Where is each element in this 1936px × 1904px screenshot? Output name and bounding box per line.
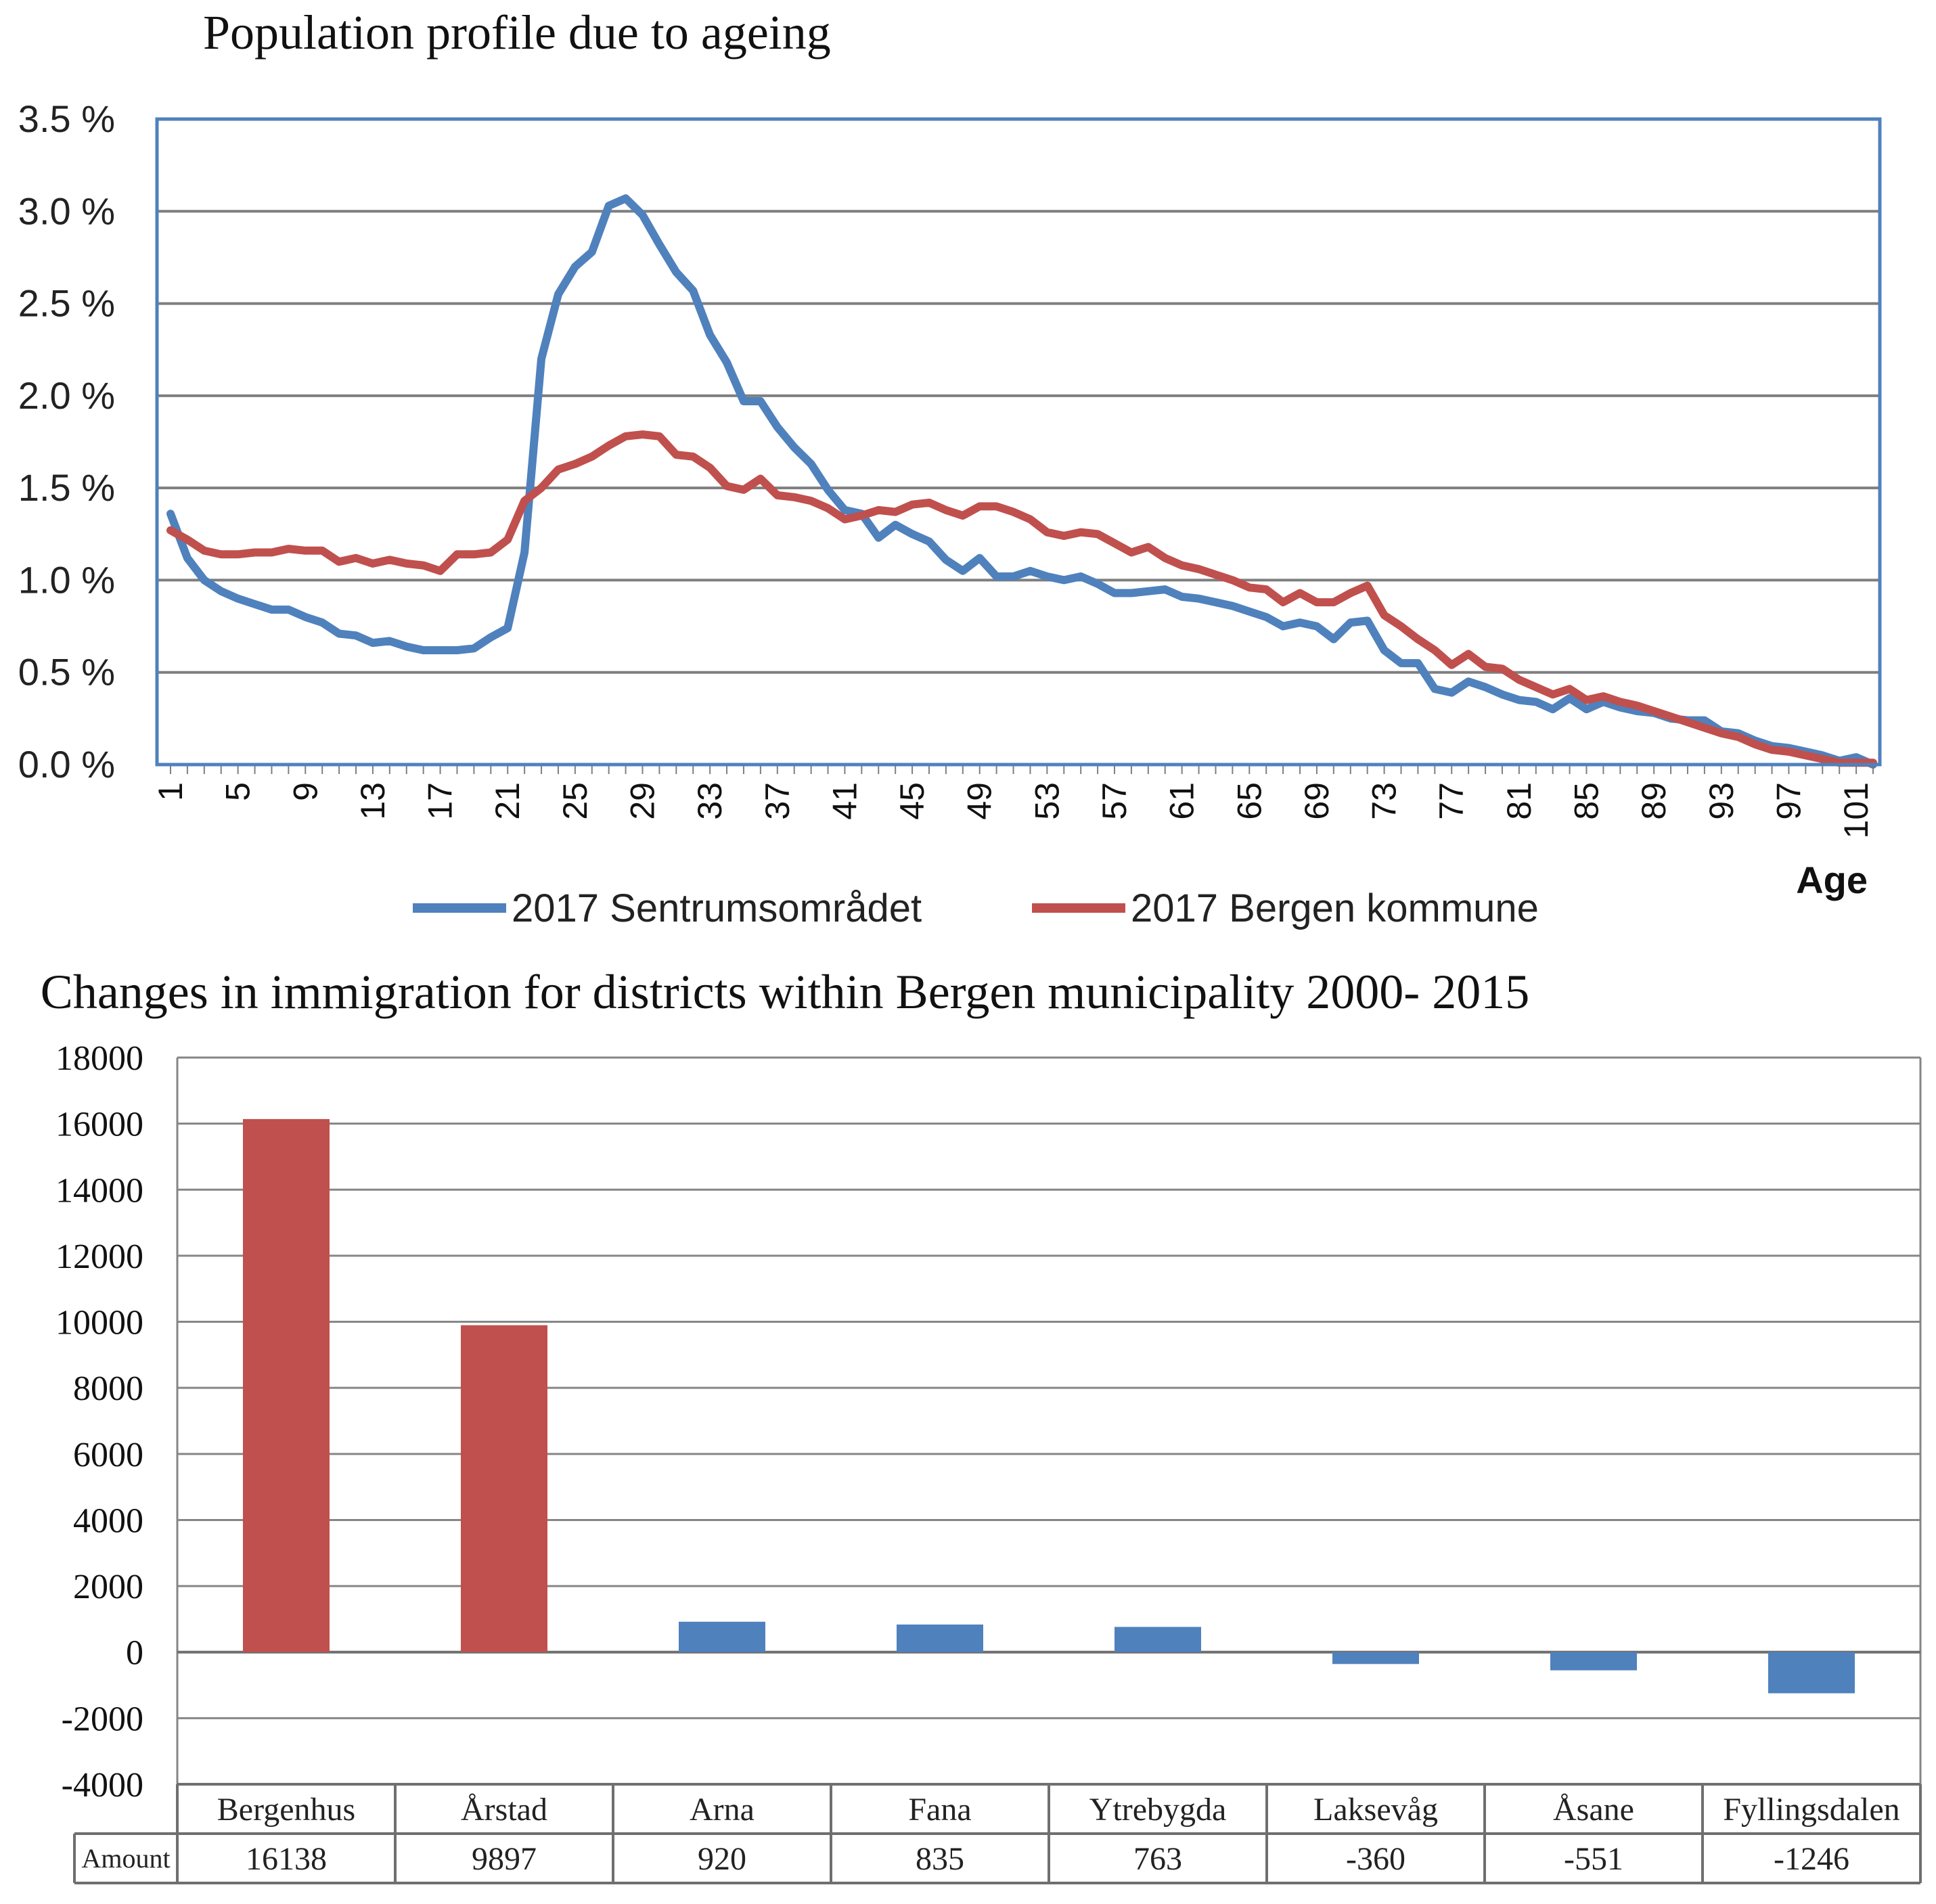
bottom-grid xyxy=(176,1056,1922,1786)
top-plot-frame xyxy=(155,117,1882,767)
data-table: Amount Bergenhus 16138 Årstad 9897 Arna 920 Fan… xyxy=(73,1783,1922,1884)
top-x-tick-label: 1 xyxy=(152,782,189,801)
series-line-sentrumsomradet xyxy=(166,194,1877,769)
top-x-tick-label: 69 xyxy=(1298,782,1336,820)
bottom-y-tick-label: 10000 xyxy=(55,1304,143,1342)
top-x-tick-label: 77 xyxy=(1433,782,1470,820)
top-x-tick-label: 37 xyxy=(759,782,796,820)
table-value: 16138 xyxy=(246,1841,327,1877)
top-x-tick-label: 85 xyxy=(1568,782,1606,820)
table-value: 835 xyxy=(916,1841,964,1877)
top-x-tick-label: 33 xyxy=(691,782,729,820)
top-x-tick-label: 17 xyxy=(422,782,459,820)
table-category-label: Arna xyxy=(690,1792,755,1828)
table-value: 920 xyxy=(698,1841,746,1877)
top-x-tick-label: 13 xyxy=(354,782,392,820)
bottom-y-tick-label: 4000 xyxy=(73,1501,143,1540)
top-y-axis-ticks: 0.0 % 0.5 % 1.0 % 1.5 % 2.0 % 2.5 % 3.0 % 3.5 % xyxy=(18,97,115,786)
top-x-tick-label: 9 xyxy=(286,782,324,801)
population-profile-title: Population profile due to ageing xyxy=(203,5,831,60)
x-axis-label: Age xyxy=(1796,859,1868,901)
table-value: -1246 xyxy=(1774,1841,1849,1877)
top-x-tick-label: 61 xyxy=(1163,782,1201,820)
table-value: 763 xyxy=(1133,1841,1182,1877)
bar-laksevåg xyxy=(1332,1652,1419,1664)
table-category-label: Fana xyxy=(908,1792,971,1828)
table-category-label: Årstad xyxy=(461,1792,547,1828)
top-x-tick-label: 89 xyxy=(1635,782,1673,820)
bottom-y-tick-label: 14000 xyxy=(55,1171,143,1210)
bar-bergenhus xyxy=(243,1118,330,1652)
top-y-tick-label: 1.5 % xyxy=(18,466,115,509)
bottom-bars xyxy=(243,1118,1855,1694)
legend: 2017 Sentrumsområdet 2017 Bergen kommune xyxy=(413,886,1539,930)
top-x-tick-label: 81 xyxy=(1500,782,1538,820)
top-y-tick-label: 1.0 % xyxy=(18,558,115,601)
top-y-tick-label: 3.0 % xyxy=(18,189,115,232)
top-series-lines xyxy=(166,194,1877,769)
top-x-tick-label: 21 xyxy=(489,782,526,820)
top-x-tick-label: 29 xyxy=(624,782,662,820)
top-x-tick-label: 101 xyxy=(1837,782,1875,838)
bottom-y-axis-ticks: -4000 -2000 0 2000 4000 6000 8000 10000 12000 140… xyxy=(55,1039,143,1805)
top-x-tick-label: 73 xyxy=(1366,782,1403,820)
top-x-tick-label: 49 xyxy=(961,782,999,820)
bottom-y-tick-label: 16000 xyxy=(55,1106,143,1144)
bar-ytrebygda xyxy=(1115,1627,1201,1652)
table-value: 9897 xyxy=(472,1841,537,1877)
top-x-tick-label: 53 xyxy=(1028,782,1066,820)
immigration-bar-chart: Changes in immigration for districts wit… xyxy=(41,965,1922,1884)
bottom-y-tick-label: 18000 xyxy=(55,1039,143,1078)
top-x-tick-label: 57 xyxy=(1096,782,1133,820)
table-category-label: Åsane xyxy=(1553,1792,1634,1828)
top-x-tick-label: 25 xyxy=(556,782,594,820)
top-x-tick-label: 41 xyxy=(826,782,863,820)
top-grid xyxy=(157,118,1880,766)
series-line-bergen-kommune xyxy=(166,430,1877,767)
top-x-axis-ticks: 1 5 9 13 17 21 25 29 33 37 41 45 49 53 57 61 65 69 73 77 81 8… xyxy=(152,765,1875,838)
bar-arna xyxy=(679,1621,765,1652)
top-y-tick-label: 0.0 % xyxy=(18,743,115,786)
top-x-tick-label: 93 xyxy=(1703,782,1740,820)
top-x-tick-label: 45 xyxy=(893,782,931,820)
immigration-chart-title: Changes in immigration for districts wit… xyxy=(41,965,1529,1019)
table-category-label: Laksevåg xyxy=(1313,1792,1438,1828)
population-profile-chart: Population profile due to ageing 0.0 %0.… xyxy=(18,5,1882,930)
bottom-y-tick-label: 6000 xyxy=(73,1436,143,1474)
top-x-tick-label: 65 xyxy=(1230,782,1268,820)
top-y-tick-label: 2.0 % xyxy=(18,374,115,417)
table-value: -360 xyxy=(1346,1841,1405,1877)
bar-åsane xyxy=(1550,1652,1637,1671)
table-row-label: Amount xyxy=(81,1843,170,1874)
bottom-y-tick-label: 2000 xyxy=(73,1568,143,1606)
bottom-y-tick-label: 12000 xyxy=(55,1238,143,1276)
top-x-tick-label: 97 xyxy=(1770,782,1807,820)
top-y-tick-label: 3.5 % xyxy=(18,97,115,140)
bottom-y-tick-label: -2000 xyxy=(62,1700,143,1738)
table-category-label: Fyllingsdalen xyxy=(1723,1792,1899,1828)
table-value: -551 xyxy=(1564,1841,1623,1877)
table-category-label: Bergenhus xyxy=(217,1792,355,1828)
top-y-tick-label: 0.5 % xyxy=(18,651,115,694)
top-x-tick-label: 5 xyxy=(219,782,257,801)
table-category-label: Ytrebygda xyxy=(1089,1792,1227,1828)
bottom-y-tick-label: -4000 xyxy=(62,1766,143,1805)
legend-label-bergen: 2017 Bergen kommune xyxy=(1131,886,1539,930)
bar-fyllingsdalen xyxy=(1768,1652,1855,1694)
legend-label-sentrum: 2017 Sentrumsområdet xyxy=(512,886,922,930)
bottom-y-tick-label: 8000 xyxy=(73,1369,143,1408)
bottom-y-tick-label: 0 xyxy=(126,1634,143,1673)
bar-fana xyxy=(897,1624,983,1652)
top-y-tick-label: 2.5 % xyxy=(18,282,115,325)
bar-årstad xyxy=(461,1325,547,1652)
